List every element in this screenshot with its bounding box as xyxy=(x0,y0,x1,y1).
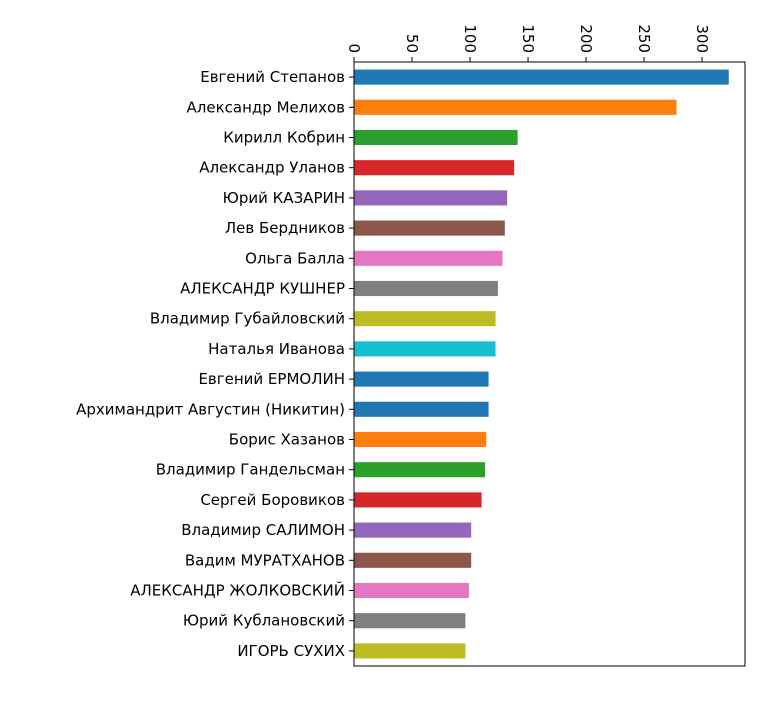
y-tick-label: Архимандрит Августин (Никитин) xyxy=(76,400,345,418)
y-tick-label: Борис Хазанов xyxy=(229,431,345,449)
y-tick-label: Александр Мелихов xyxy=(187,98,345,116)
x-tick-label: 200 xyxy=(577,24,595,53)
bar-15 xyxy=(354,522,472,538)
bar-4 xyxy=(354,190,508,206)
bar-17 xyxy=(354,582,469,599)
bar-16 xyxy=(354,552,472,568)
x-axis: 0 50 100 150 200 250 300 xyxy=(345,24,711,62)
bar-19 xyxy=(354,643,466,659)
y-tick-label: ИГОРЬ СУХИХ xyxy=(237,642,345,660)
bar-6 xyxy=(354,250,503,266)
bar-12 xyxy=(354,431,487,448)
plot-frame xyxy=(353,61,746,667)
bar-18 xyxy=(354,613,466,629)
bar-1 xyxy=(354,99,677,115)
y-axis: Евгений Степанов Александр Мелихов Кирилл … xyxy=(76,68,354,660)
y-tick-label: Вадим МУРАТХАНОВ xyxy=(185,551,345,569)
bar-13 xyxy=(354,462,486,478)
bar-3 xyxy=(354,160,515,176)
bar-14 xyxy=(354,492,482,508)
y-tick-label: Владимир Губайловский xyxy=(150,310,345,328)
bar-2 xyxy=(354,129,518,146)
y-tick-label: Евгений ЕРМОЛИН xyxy=(198,370,345,388)
bar-9 xyxy=(354,341,496,357)
y-tick-label: Лев Бердников xyxy=(225,219,345,237)
x-tick-label: 150 xyxy=(519,24,537,53)
y-tick-label: Сергей Боровиков xyxy=(200,491,345,509)
y-tick-label: Юрий Кублановский xyxy=(183,612,345,630)
bar-11 xyxy=(354,401,489,417)
x-tick-label: 0 xyxy=(345,43,363,53)
bar-5 xyxy=(354,220,505,236)
y-tick-label: АЛЕКСАНДР ЖОЛКОВСКИЙ xyxy=(130,581,345,600)
y-tick-label: Юрий КАЗАРИН xyxy=(223,189,345,207)
y-tick-label: Ольга Балла xyxy=(245,249,345,267)
y-tick-label: АЛЕКСАНДР КУШНЕР xyxy=(180,280,345,298)
y-tick-label: Евгений Степанов xyxy=(200,68,345,86)
bars-layer xyxy=(354,69,729,659)
x-tick-label: 50 xyxy=(403,34,421,53)
x-tick-label: 100 xyxy=(461,24,479,53)
bar-8 xyxy=(354,311,496,327)
bar-0 xyxy=(354,69,729,85)
y-tick-label: Кирилл Кобрин xyxy=(223,129,345,147)
y-tick-label: Владимир Гандельсман xyxy=(156,461,345,479)
x-tick-label: 250 xyxy=(635,24,653,53)
y-tick-label: Александр Уланов xyxy=(199,159,345,177)
y-tick-label: Владимир САЛИМОН xyxy=(181,521,345,539)
x-tick-label: 300 xyxy=(693,24,711,53)
y-tick-label: Наталья Иванова xyxy=(208,340,345,358)
bar-7 xyxy=(354,280,498,297)
bar-10 xyxy=(354,371,489,387)
